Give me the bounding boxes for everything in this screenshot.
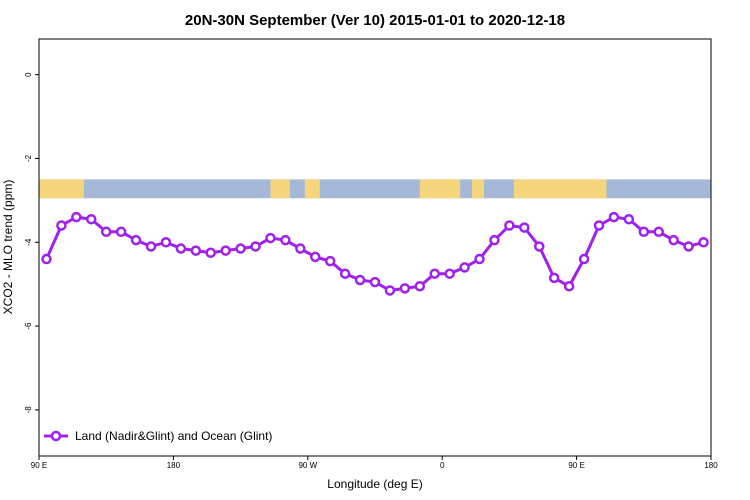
data-point — [623, 213, 635, 225]
data-point — [145, 241, 157, 252]
plot-area-border — [38, 38, 712, 457]
data-point — [280, 234, 291, 246]
data-point — [265, 232, 276, 244]
legend-marker — [50, 430, 62, 442]
y-tick-label: -6 — [24, 322, 33, 330]
data-point — [190, 245, 202, 256]
data-point — [683, 241, 694, 252]
y-tick-label: -2 — [24, 154, 33, 162]
data-point — [41, 253, 52, 265]
data-point — [653, 226, 664, 238]
data-point — [220, 245, 231, 256]
data-point — [86, 213, 97, 225]
data-point — [295, 243, 306, 254]
data-point — [160, 237, 172, 248]
data-point — [668, 234, 679, 246]
x-tick-label: 0 — [440, 461, 445, 470]
data-point — [578, 253, 590, 265]
data-point — [205, 247, 216, 258]
data-point — [444, 268, 455, 279]
data-point — [534, 241, 545, 252]
world-map-strip — [39, 179, 711, 199]
data-point — [235, 243, 246, 254]
data-point — [563, 281, 575, 292]
data-point — [324, 255, 336, 267]
data-point — [414, 281, 426, 292]
x-tick-label: 90 E — [568, 461, 584, 470]
y-tick-label: 0 — [24, 72, 33, 77]
data-point — [474, 253, 485, 265]
data-point — [384, 285, 396, 296]
legend: Land (Nadir&Glint) and Ocean (Glint) — [44, 429, 272, 443]
data-point — [593, 220, 605, 231]
data-point — [310, 251, 321, 263]
y-tick-label: -8 — [24, 406, 33, 414]
data-point — [548, 272, 560, 284]
data-point — [130, 234, 142, 246]
data-point — [459, 262, 470, 273]
y-tick-label: -4 — [24, 238, 33, 246]
y-axis: 0 -2 -4 -6 -8 — [24, 72, 39, 414]
map-land — [39, 179, 84, 199]
data-point — [638, 226, 650, 238]
data-point — [100, 226, 112, 238]
data-point — [519, 222, 530, 233]
y-axis-label: XCO2 - MLO trend (ppm) — [1, 180, 15, 315]
x-tick-label: 180 — [167, 461, 181, 470]
map-land — [419, 179, 461, 199]
map-land — [472, 179, 485, 199]
series-layer — [41, 211, 709, 296]
map-land — [270, 179, 290, 199]
legend-label: Land (Nadir&Glint) and Ocean (Glint) — [75, 429, 272, 443]
data-point — [71, 211, 82, 223]
x-axis-label: Longitude (deg E) — [327, 477, 422, 491]
data-point — [250, 241, 261, 252]
map-ocean — [39, 179, 711, 199]
chart-title: 20N-30N September (Ver 10) 2015-01-01 to… — [185, 12, 565, 29]
data-point — [489, 234, 500, 246]
data-point — [429, 268, 440, 279]
data-point — [504, 220, 515, 231]
data-point — [175, 243, 187, 254]
x-tick-label: 90 E — [31, 461, 47, 470]
data-point — [115, 226, 127, 238]
data-point — [339, 268, 351, 279]
data-point — [354, 274, 366, 286]
map-land — [513, 179, 607, 199]
data-point — [56, 220, 67, 231]
x-tick-label: 180 — [704, 461, 718, 470]
x-tick-label: 90 W — [298, 461, 317, 470]
data-point — [608, 211, 620, 223]
data-point — [369, 276, 381, 288]
map-land — [304, 179, 320, 199]
data-point — [698, 237, 709, 248]
x-axis: 90 E 180 90 W 0 90 E 180 — [31, 456, 718, 470]
data-point — [399, 283, 411, 294]
